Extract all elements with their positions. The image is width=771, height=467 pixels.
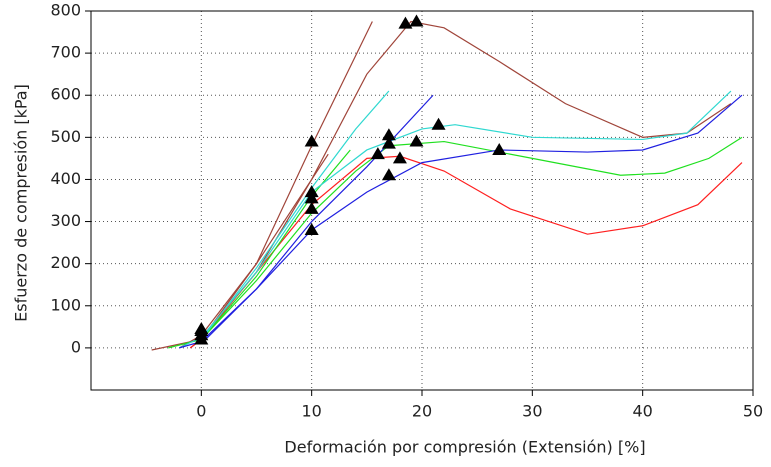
y-tick-label: 100 [50, 295, 81, 314]
marker [398, 16, 413, 29]
line [168, 136, 743, 349]
x-tick-label: 10 [301, 402, 321, 421]
marker [381, 136, 396, 149]
marker [409, 14, 424, 27]
marker [431, 117, 446, 130]
plot-frame [90, 10, 754, 391]
line [200, 149, 351, 340]
y-tick-label: 300 [50, 211, 81, 230]
marker [492, 142, 507, 155]
marker [194, 321, 209, 334]
line [200, 94, 434, 345]
marker [304, 191, 319, 204]
marker [392, 151, 407, 164]
line [179, 90, 732, 349]
line [178, 153, 329, 349]
x-tick-label: 20 [412, 402, 432, 421]
x-tick-label: 30 [522, 402, 542, 421]
marker [304, 134, 319, 147]
x-axis-label: Deformación por compresión (Extensión) [… [284, 438, 645, 457]
y-tick-label: 800 [50, 1, 81, 20]
marker [381, 168, 396, 181]
marker [304, 222, 319, 235]
y-tick-label: 700 [50, 43, 81, 62]
y-tick-label: 400 [50, 169, 81, 188]
line [151, 21, 373, 351]
y-tick-label: 200 [50, 253, 81, 272]
line [189, 20, 732, 349]
y-tick-label: 600 [50, 85, 81, 104]
marker [304, 185, 319, 198]
y-tick-label: 500 [50, 127, 81, 146]
x-tick-label: 0 [196, 402, 206, 421]
y-tick-label: 0 [71, 337, 81, 356]
y-axis-label: Esfuerzo de compresión [kPa] [12, 84, 31, 322]
marker [370, 147, 385, 160]
x-tick-label: 40 [632, 402, 652, 421]
marker [381, 128, 396, 141]
marker [304, 201, 319, 214]
marker [409, 134, 424, 147]
x-tick-label: 50 [743, 402, 763, 421]
